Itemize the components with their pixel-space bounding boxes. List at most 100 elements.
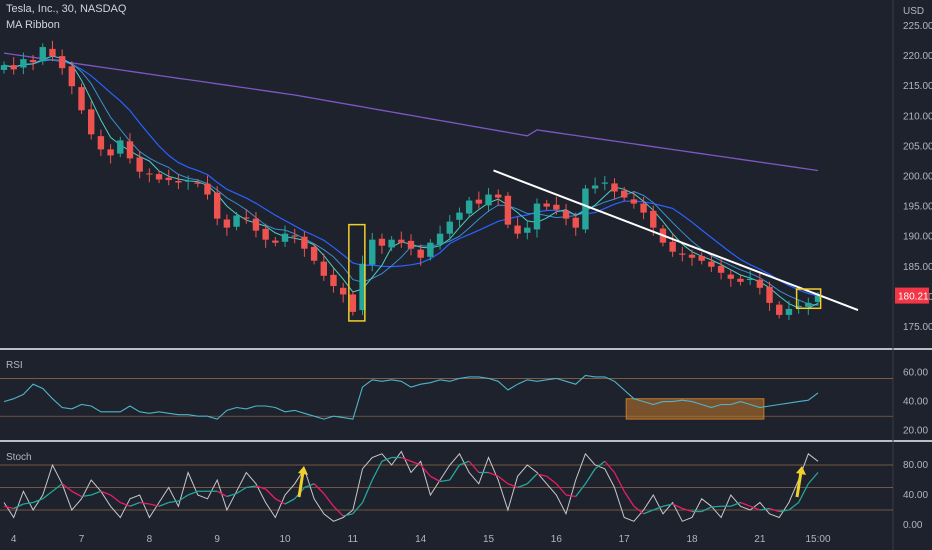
candle-body [727, 274, 734, 279]
candle-body [233, 215, 240, 227]
candle-body [737, 278, 744, 282]
candle-body [155, 174, 163, 180]
stoch-d-segment [129, 501, 140, 507]
candle-body [553, 204, 560, 210]
candle-body [301, 236, 308, 249]
rsi-tick-label: 60.00 [903, 368, 928, 379]
stoch-d-segment [275, 498, 286, 505]
price-tick-label: 185.00 [903, 262, 932, 273]
candle-body [572, 217, 579, 228]
stoch-d-segment [507, 483, 518, 489]
candle-body [291, 235, 298, 237]
stoch-d-segment [246, 485, 257, 489]
candle-body [650, 210, 657, 228]
stoch-d-segment [371, 460, 383, 481]
arrow-icon [796, 466, 806, 475]
stoch-d-segment [284, 498, 296, 505]
price-tick-label: 225.00 [903, 21, 932, 32]
candle-body [446, 221, 453, 234]
candle-body [136, 157, 143, 172]
candle-body [0, 65, 8, 70]
candle-body [359, 263, 366, 311]
candle-body [717, 265, 725, 273]
ma-slow-line [3, 52, 819, 172]
stoch-d-segment [178, 494, 189, 502]
time-tick-label: 16 [551, 534, 563, 545]
stoch-d-segment [701, 506, 712, 513]
last-price-tag: 180.21 [898, 292, 929, 303]
stoch-d-segment [13, 503, 24, 510]
stoch-d-segment [430, 475, 441, 483]
candle-body [39, 47, 46, 62]
stoch-d-segment [711, 505, 722, 508]
stoch-d-segment [255, 485, 266, 490]
time-tick-label: 15:00 [805, 534, 830, 545]
candle-body [88, 109, 95, 135]
candle-body [262, 228, 269, 240]
candle-body [785, 308, 793, 315]
stoch-d-segment [410, 460, 421, 466]
candle-body [272, 240, 279, 243]
time-tick-label: 7 [79, 534, 85, 545]
time-tick-label: 8 [147, 534, 153, 545]
candle-body [485, 194, 492, 206]
stoch-d-segment [304, 483, 315, 489]
stoch-d-segment [313, 483, 325, 494]
stoch-d-segment [265, 488, 276, 500]
price-tick-label: 210.00 [903, 111, 932, 122]
candle-body [339, 287, 347, 295]
candle-body [591, 185, 599, 189]
candle-body [475, 199, 483, 204]
candle-body [223, 219, 231, 228]
stoch-k-line [3, 450, 819, 522]
candle-body [776, 304, 783, 315]
stoch-d-segment [32, 498, 43, 504]
rsi-tick-label: 40.00 [903, 397, 928, 408]
arrow-icon [795, 471, 803, 498]
candle-body [58, 56, 66, 69]
time-tick-label: 21 [754, 534, 766, 545]
candle-body [388, 239, 395, 248]
candle-body [49, 48, 56, 57]
candle-body [708, 261, 715, 267]
price-tag-bg [895, 287, 929, 304]
candle-body [504, 195, 512, 225]
symbol-title: Tesla, Inc., 30, NASDAQ [6, 3, 127, 15]
time-tick-label: 15 [483, 534, 495, 545]
candle-body [252, 218, 260, 231]
candle-body [213, 192, 221, 219]
stoch-d-segment [730, 501, 741, 507]
candle-body [68, 66, 76, 87]
stoch-d-segment [352, 502, 364, 515]
trendline [493, 169, 859, 312]
time-tick-label: 11 [348, 534, 359, 545]
stoch-d-segment [71, 490, 82, 498]
arrow-icon [298, 466, 308, 475]
rsi-label: RSI [6, 360, 23, 371]
time-tick-label: 17 [619, 534, 631, 545]
candle-body [805, 302, 812, 307]
arrow-icon [297, 471, 305, 498]
price-tick-label: 190.00 [903, 232, 932, 243]
stoch-d-segment [497, 475, 509, 485]
candle-body [814, 295, 822, 302]
price-tick-label: 205.00 [903, 141, 932, 152]
candle-body [679, 253, 686, 255]
candle-body [688, 254, 696, 258]
stoch-d-segment [168, 500, 179, 504]
stoch-d-segment [52, 483, 63, 492]
candle-body [97, 136, 105, 150]
candle-body [533, 203, 541, 230]
price-axis: 175.00180.00185.00190.00195.00200.00205.… [903, 6, 932, 333]
time-tick-label: 4 [11, 534, 17, 545]
stoch-d-segment [81, 494, 92, 498]
candle-body [243, 217, 250, 219]
stoch-d-segment [536, 473, 547, 477]
candle-body [543, 203, 550, 207]
candle-body [417, 249, 424, 258]
stoch-d-segment [526, 473, 538, 485]
stoch-d-segment [682, 507, 693, 513]
ma-mid-line [3, 59, 819, 297]
candle-body [562, 210, 570, 219]
